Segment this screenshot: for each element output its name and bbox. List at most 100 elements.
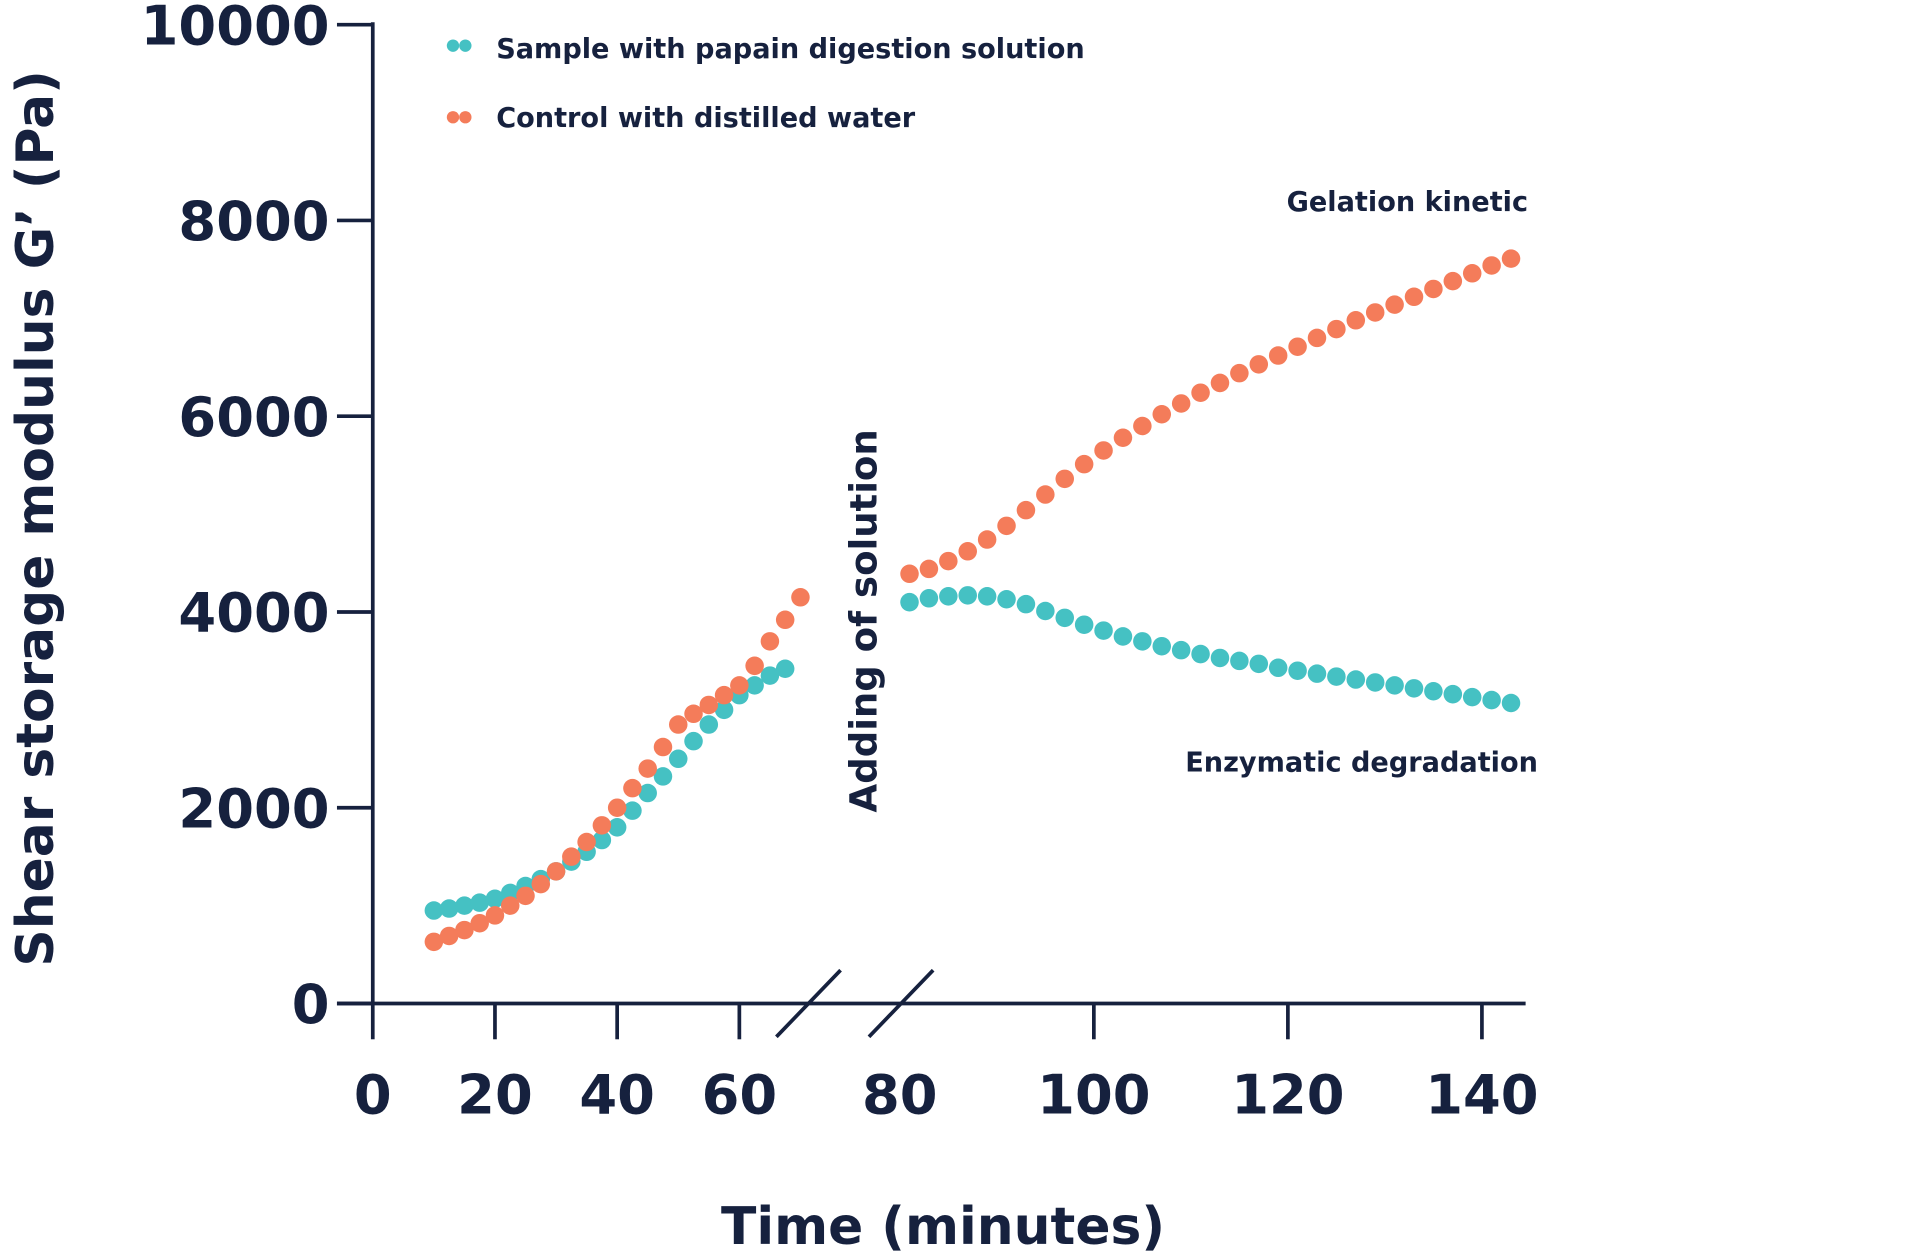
data-point [939,551,958,571]
data-point [1016,500,1036,520]
data-point [699,695,719,715]
y-tick-label: 2000 [178,777,329,840]
data-point [919,559,939,579]
y-axis-label: Shear storage modulus G’ (Pa) [6,70,66,966]
series-sample [424,586,1521,920]
y-tick-label: 8000 [178,190,329,253]
data-point [900,592,919,612]
data-point [1074,615,1094,634]
data-point [1133,416,1152,436]
data-point [500,896,520,915]
data-point [1249,355,1269,374]
data-point [1365,303,1385,322]
data-point [1074,454,1094,474]
data-point [1462,264,1482,283]
legend-label-sample: Sample with papain digestion solution [496,34,1085,65]
data-point [1424,681,1443,701]
data-point [997,589,1016,609]
data-point [455,920,474,940]
data-point [1191,644,1210,664]
data-point [439,899,459,918]
data-point [775,610,795,630]
x-tick-label: 40 [579,1063,655,1126]
y-tick-label: 4000 [178,582,329,645]
data-point [1327,667,1346,686]
data-point [1230,363,1249,383]
data-point [1327,319,1346,339]
data-point [1501,693,1521,713]
data-point [1133,632,1152,651]
data-point [1036,601,1055,621]
data-point [1016,594,1036,614]
data-point [623,801,642,820]
x-tick-label: 80 [862,1063,938,1126]
data-point [653,767,673,786]
data-point [1501,249,1521,268]
data-point [1094,441,1113,460]
data-point [607,818,627,837]
data-point [1230,651,1249,671]
data-point [1036,485,1055,504]
data-point [760,632,780,651]
series-control [424,249,1521,952]
data-point [562,847,581,866]
data-point [977,587,997,606]
data-point [745,676,764,695]
data-point [1210,373,1230,393]
data-point [577,832,596,852]
data-point [1307,328,1327,348]
data-point [592,830,612,850]
annotation-adding-solution: Adding of solution [842,429,885,812]
data-point [1249,654,1269,674]
data-point [455,896,474,915]
data-point [1385,295,1404,314]
data-point [1385,676,1404,695]
legend-marker-sample [446,39,460,52]
data-point [592,816,612,835]
data-point [1346,311,1366,330]
data-point [1210,648,1230,668]
data-point [1482,690,1501,710]
data-point [900,564,919,584]
data-point [424,901,444,920]
data-point [1307,664,1327,683]
data-point [730,676,749,695]
data-point [1424,279,1443,299]
x-tick-label: 0 [354,1063,392,1126]
data-point [1462,687,1482,707]
data-point [500,883,520,903]
data-point [1404,287,1424,307]
data-point [1346,670,1366,689]
data-point [470,893,489,912]
data-point [1268,346,1288,365]
data-point [668,749,688,769]
data-point [1152,636,1172,656]
data-point [1055,469,1075,489]
data-point [424,932,444,952]
axis-break-mark-left [775,968,842,1039]
data-point [977,530,997,549]
data-point [714,685,734,705]
x-tick-label: 140 [1425,1063,1538,1126]
data-point [623,778,642,798]
x-tick-label: 20 [457,1063,533,1126]
data-point [1055,608,1075,628]
data-point [1288,337,1307,356]
data-point [470,913,489,933]
x-axis-label: Time (minutes) [721,1197,1165,1257]
data-point [760,666,780,685]
axes [336,22,1526,1039]
data-point [1113,428,1133,448]
legend-label-control: Control with distilled water [496,103,916,134]
data-point [745,656,764,676]
data-point [653,737,673,757]
data-point [1443,684,1463,704]
data-point [1443,271,1463,291]
data-point [958,542,977,561]
data-point [668,715,688,734]
data-point [791,588,810,607]
data-point [775,659,795,679]
data-point [1152,404,1172,424]
x-tick-label: 100 [1037,1063,1150,1126]
